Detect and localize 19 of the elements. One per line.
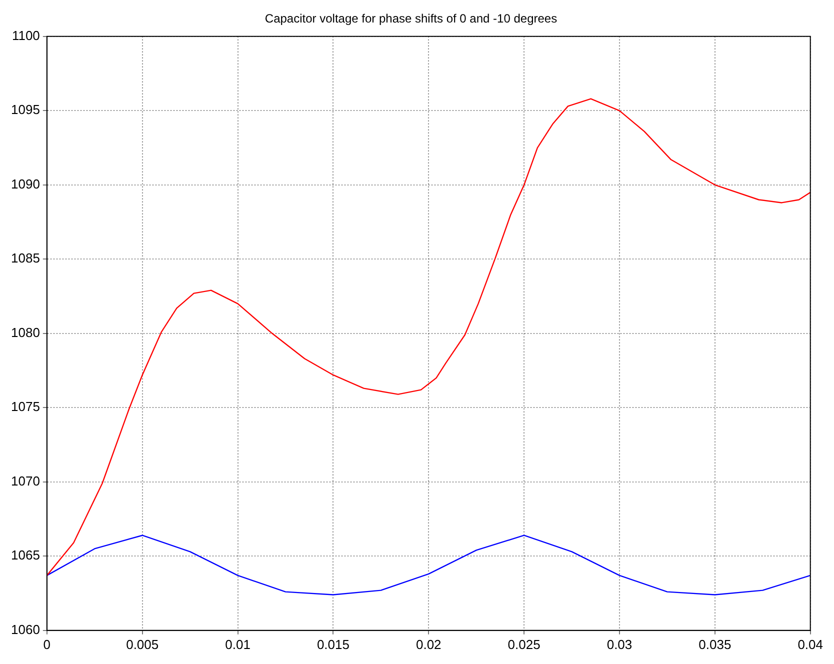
y-tick-label: 1095 <box>11 102 40 118</box>
chart-title: Capacitor voltage for phase shifts of 0 and -10 degrees <box>264 12 558 26</box>
x-tick-label: 0.02 <box>416 636 442 652</box>
y-tick-label: 1080 <box>11 324 40 340</box>
x-tick-label: 0.04 <box>798 636 824 652</box>
y-tick-label: 1065 <box>11 548 40 563</box>
x-tick-label: 0.035 <box>698 636 732 652</box>
x-tick-label: 0.015 <box>316 636 350 652</box>
y-tick-label: 1075 <box>11 399 40 414</box>
y-tick-label: 1085 <box>11 250 40 266</box>
y-tick-label: 1060 <box>11 622 40 637</box>
y-tick-label: 1100 <box>12 28 40 43</box>
x-tick-label: 0.005 <box>126 636 159 652</box>
x-tick-label: 0.03 <box>606 636 632 652</box>
x-tick-label: 0.025 <box>508 636 540 652</box>
x-tick-label: 0.01 <box>225 636 250 652</box>
y-tick-label: 1090 <box>11 176 40 192</box>
y-tick-label: 1070 <box>11 473 40 488</box>
x-tick-label: 0 <box>43 636 51 652</box>
